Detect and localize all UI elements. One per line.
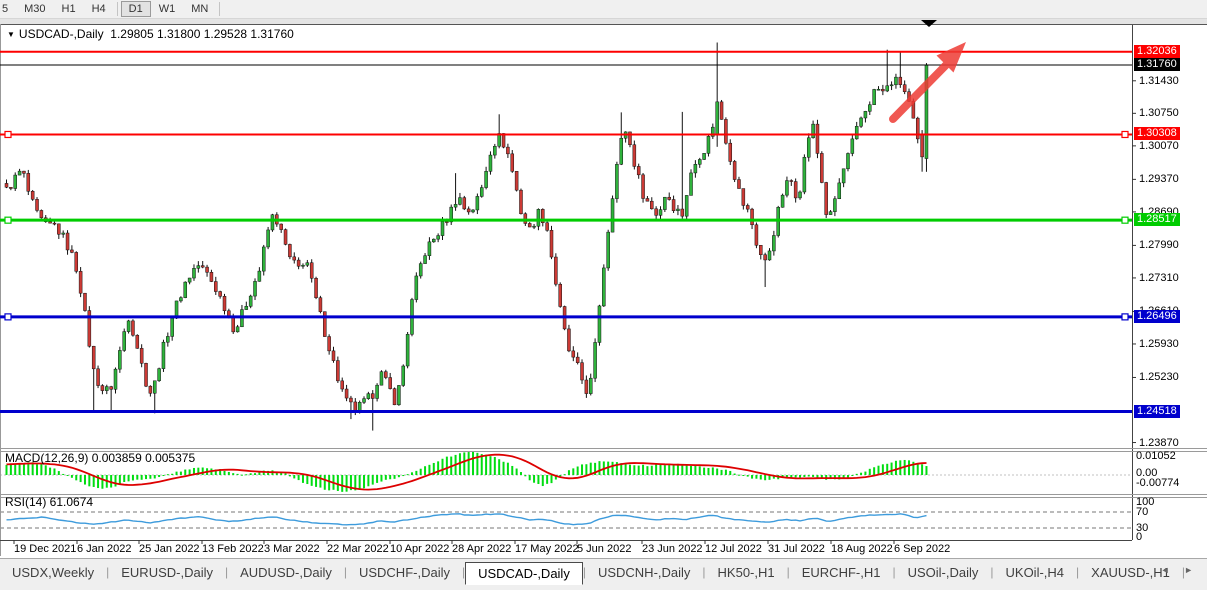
price-tick-label: 1.31430 bbox=[1139, 74, 1179, 87]
timeframe-toolbar: 5 M30 H1 H4 D1 W1 MN bbox=[0, 0, 1207, 19]
level-price-label: 1.24518 bbox=[1134, 404, 1180, 418]
macd-scale-label: -0.00774 bbox=[1136, 477, 1180, 489]
arrow-annotation[interactable] bbox=[889, 42, 966, 123]
chart-tab-xauusd-h1[interactable]: XAUUSD-,H1 bbox=[1091, 565, 1170, 580]
chart-tab-ukoil-h4[interactable]: UKOil-,H4 bbox=[1005, 565, 1065, 580]
level-price-label: 1.28517 bbox=[1134, 213, 1180, 227]
tab-separator: | bbox=[461, 565, 466, 579]
date-tick-label: 5 Jun 2022 bbox=[577, 543, 632, 555]
current-price-label: 1.31760 bbox=[1134, 58, 1180, 71]
level-price-label: 1.26496 bbox=[1134, 309, 1180, 323]
rsi-scale-label: 0 bbox=[1136, 531, 1143, 543]
rsi-scale-label: 100 bbox=[1136, 496, 1155, 508]
tab-separator: | bbox=[702, 565, 706, 579]
price-tick-label: 1.27990 bbox=[1139, 239, 1179, 252]
chart-shift-marker-icon[interactable] bbox=[921, 20, 937, 27]
price-tick-label: 1.25230 bbox=[1139, 371, 1179, 384]
price-tick-label: 1.23870 bbox=[1139, 436, 1179, 449]
timeframe-button-w1[interactable]: W1 bbox=[158, 3, 176, 15]
date-tick-label: 25 Jan 2022 bbox=[139, 543, 200, 555]
date-tick-label: 12 Jul 2022 bbox=[705, 543, 762, 555]
chart-tab-usdcad-daily[interactable]: USDCAD-,Daily bbox=[465, 562, 583, 585]
date-tick-label: 31 Jul 2022 bbox=[768, 543, 825, 555]
macd-scale-label: 0.00 bbox=[1136, 467, 1158, 479]
date-tick-label: 10 Apr 2022 bbox=[390, 543, 450, 555]
timeframe-button-h4[interactable]: H4 bbox=[91, 3, 106, 15]
tab-separator: | bbox=[224, 565, 229, 579]
date-tick-label: 18 Aug 2022 bbox=[831, 543, 893, 555]
price-tick-label: 1.29370 bbox=[1139, 173, 1179, 186]
date-tick-label: 13 Feb 2022 bbox=[202, 543, 264, 555]
level-price-label: 1.30308 bbox=[1134, 127, 1180, 141]
tab-separator: | bbox=[582, 565, 586, 579]
toolbar-separator bbox=[219, 2, 221, 16]
rsi-indicator-label: RSI(14) 61.0674 bbox=[5, 495, 94, 509]
chart-tab-usoil-daily[interactable]: USOil-,Daily bbox=[907, 565, 979, 580]
tab-scroll-arrows[interactable]: ◄ ► bbox=[1160, 565, 1199, 575]
toolbar-separator bbox=[116, 2, 118, 16]
chart-tab-audusd-daily[interactable]: AUDUSD-,Daily bbox=[240, 565, 332, 580]
chart-title: ▼ USDCAD-,Daily 1.29805 1.31800 1.29528 1… bbox=[7, 27, 294, 41]
timeframe-button-5[interactable]: 5 bbox=[2, 3, 9, 15]
chart-ohlc-values: 1.29805 1.31800 1.29528 1.31760 bbox=[110, 27, 294, 41]
tab-separator: | bbox=[786, 565, 790, 579]
chart-tab-usdchf-daily[interactable]: USDCHF-,Daily bbox=[358, 565, 450, 580]
timeframe-button-m30[interactable]: M30 bbox=[24, 3, 46, 15]
tab-separator: | bbox=[1181, 565, 1186, 579]
timeframe-button-h1[interactable]: H1 bbox=[61, 3, 76, 15]
symbol-dropdown-icon[interactable]: ▼ bbox=[7, 30, 15, 39]
horizontal-level-lines[interactable] bbox=[0, 50, 1132, 414]
date-tick-label: 19 Dec 2021 bbox=[14, 543, 77, 555]
rsi-scale-label: 70 bbox=[1136, 506, 1149, 518]
chart-tab-hk50-h1[interactable]: HK50-,H1 bbox=[717, 565, 775, 580]
tab-separator: | bbox=[106, 565, 110, 579]
date-tick-label: 6 Sep 2022 bbox=[894, 543, 951, 555]
date-tick-label: 22 Mar 2022 bbox=[327, 543, 389, 555]
tab-separator: | bbox=[892, 565, 896, 579]
timeframe-button-mn[interactable]: MN bbox=[191, 3, 209, 15]
chart-tab-eurusd-daily[interactable]: EURUSD-,Daily bbox=[121, 565, 213, 580]
chart-symbol-label: USDCAD-,Daily bbox=[18, 27, 104, 41]
chart-tab-usdcnh-daily[interactable]: USDCNH-,Daily bbox=[597, 565, 691, 580]
chart-tab-usdx-weekly[interactable]: USDX,Weekly bbox=[12, 565, 95, 580]
chart-tab-bar: USDX,Weekly | EURUSD-,Daily | AUDUSD-,Daily |… bbox=[0, 558, 1207, 590]
level-price-label: 1.32036 bbox=[1134, 44, 1180, 58]
macd-signal-line bbox=[6, 453, 927, 491]
price-tick-label: 1.30750 bbox=[1139, 107, 1179, 120]
date-tick-label: 28 Apr 2022 bbox=[452, 543, 512, 555]
price-tick-label: 1.25930 bbox=[1139, 337, 1179, 350]
price-tick-label: 1.30070 bbox=[1139, 139, 1179, 152]
rsi-scale-label: 30 bbox=[1136, 522, 1149, 534]
date-tick-label: 17 May 2022 bbox=[515, 543, 579, 555]
chart-tab-eurchf-h1[interactable]: EURCHF-,H1 bbox=[801, 565, 881, 580]
price-tick-label: 1.27310 bbox=[1139, 271, 1179, 284]
date-tick-label: 3 Mar 2022 bbox=[264, 543, 320, 555]
macd-indicator-label: MACD(12,26,9) 0.003859 0.005375 bbox=[5, 451, 196, 465]
date-tick-label: 23 Jun 2022 bbox=[642, 543, 703, 555]
date-tick-label: 6 Jan 2022 bbox=[77, 543, 132, 555]
tab-separator: | bbox=[1076, 565, 1080, 579]
rsi-line bbox=[1, 511, 1132, 529]
macd-scale-label: 0.01052 bbox=[1136, 450, 1176, 462]
timeframe-button-d1[interactable]: D1 bbox=[120, 1, 151, 17]
tab-separator: | bbox=[990, 565, 994, 579]
tab-separator: | bbox=[343, 565, 347, 579]
